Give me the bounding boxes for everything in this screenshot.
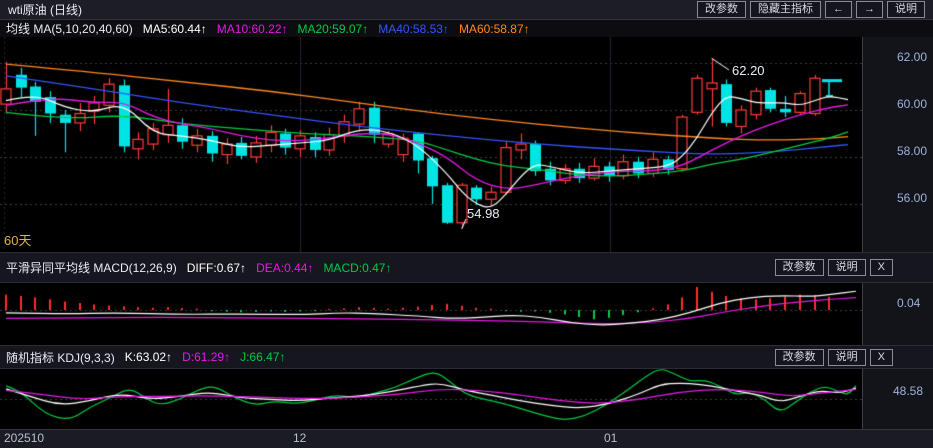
time-axis-bar	[0, 429, 933, 448]
ma20-value: MA20:59.07↑	[297, 21, 369, 36]
macd-value: MACD:0.47↑	[323, 260, 392, 275]
window-days-label: 60天	[4, 233, 32, 248]
macd-panel-header: 平滑异同平均线 MACD(12,26,9) DIFF:0.67↑ DEA:0.4…	[0, 252, 933, 283]
kdj-panel-header: 随机指标 KDJ(9,3,3) K:63.02↑ D:61.29↑ J:66.4…	[0, 345, 933, 369]
dea-value: DEA:0.44↑	[256, 260, 314, 275]
macd-title: 平滑异同平均线 MACD(12,26,9)	[6, 261, 177, 275]
next-arrow-button[interactable]: →	[856, 1, 883, 18]
y-axis-label-56: 56.00	[897, 191, 928, 205]
x-axis-label-jan: 01	[604, 431, 618, 445]
title-bar: wti原油 (日线) 改参数 隐藏主指标 ← → 说明	[0, 0, 933, 20]
price-axis-strip	[862, 37, 933, 429]
macd-close-button[interactable]: X	[869, 259, 893, 276]
x-axis-label-dec: 12	[293, 431, 307, 445]
macd-help-button[interactable]: 说明	[827, 259, 866, 276]
help-button[interactable]: 说明	[887, 1, 925, 18]
ma-group-label: 均线 MA(5,10,20,40,60)	[6, 22, 133, 36]
kdj-help-button[interactable]: 说明	[827, 348, 866, 366]
macd-axis-label: 0.04	[897, 296, 921, 310]
d-value: D:61.29↑	[182, 350, 231, 364]
kdj-title: 随机指标 KDJ(9,3,3)	[6, 350, 115, 365]
y-axis-label-62: 62.00	[897, 50, 928, 64]
low-price-annotation: 54.98	[467, 206, 500, 221]
ma-legend-bar: 均线 MA(5,10,20,40,60) MA5:60.44↑ MA10:60.…	[0, 20, 933, 37]
kdj-indicator-chart[interactable]	[0, 369, 862, 429]
y-axis-label-60: 60.00	[897, 97, 928, 111]
ma60-value: MA60:58.87↑	[458, 21, 530, 36]
j-value: J:66.47↑	[240, 350, 286, 364]
kdj-change-params-button[interactable]: 改参数	[774, 348, 824, 366]
instrument-title: wti原油 (日线)	[8, 3, 82, 17]
ma10-value: MA10:60.22↑	[216, 21, 288, 36]
kdj-axis-label: 48.58	[893, 384, 924, 398]
macd-change-params-button[interactable]: 改参数	[774, 259, 824, 276]
y-axis-label-58: 58.00	[897, 144, 928, 158]
ma40-value: MA40:58.53↑	[378, 21, 449, 36]
ma5-value: MA5:60.44↑	[142, 21, 207, 36]
change-params-button[interactable]: 改参数	[697, 1, 746, 18]
hide-main-indicator-button[interactable]: 隐藏主指标	[750, 1, 821, 18]
kdj-close-button[interactable]: X	[869, 348, 893, 366]
x-axis-label-202510: 202510	[4, 431, 45, 445]
diff-value: DIFF:0.67↑	[186, 260, 247, 275]
prev-arrow-button[interactable]: ←	[825, 1, 852, 18]
main-candlestick-chart[interactable]	[0, 37, 862, 252]
macd-indicator-chart[interactable]	[0, 283, 862, 345]
high-price-annotation: 62.20	[732, 63, 765, 78]
k-value: K:63.02↑	[124, 350, 173, 364]
